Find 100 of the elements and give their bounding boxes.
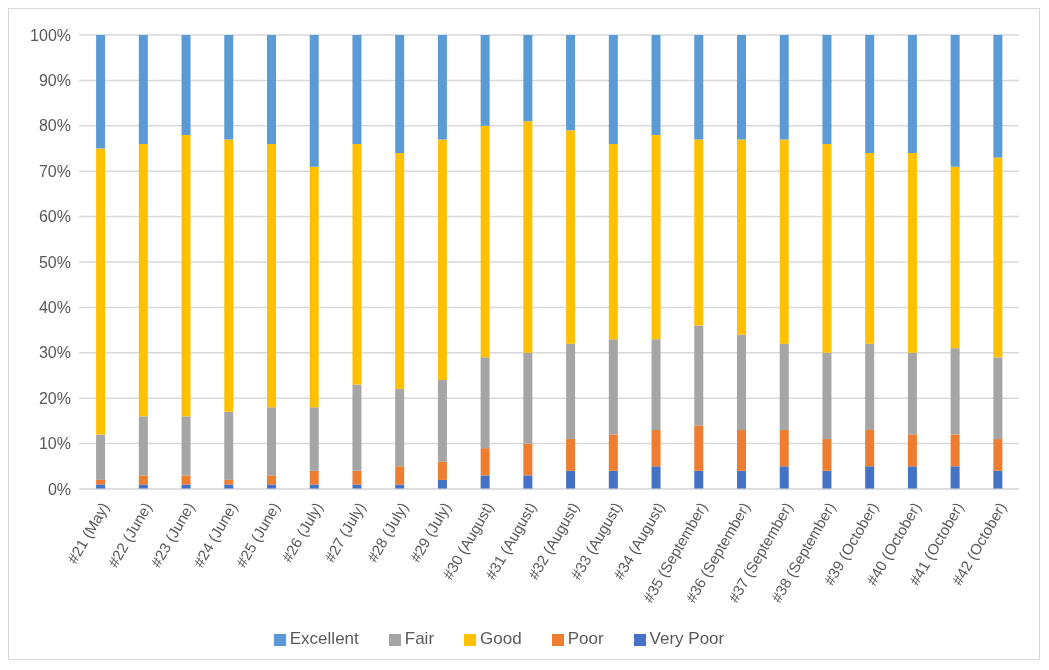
- bar: [865, 466, 875, 489]
- bar: [737, 35, 746, 140]
- bar: [779, 466, 789, 489]
- bar: [651, 35, 661, 135]
- bar: [865, 35, 875, 154]
- legend-label: Good: [480, 629, 522, 648]
- bar: [694, 139, 704, 326]
- bar: [267, 35, 276, 144]
- bar: [822, 352, 832, 440]
- bar: [993, 439, 1003, 471]
- bar: [395, 35, 405, 154]
- bar: [395, 389, 405, 467]
- bar: [651, 466, 661, 489]
- bar: [651, 429, 661, 467]
- bar: [651, 134, 661, 340]
- bar: [694, 35, 704, 140]
- y-tick-label: 90%: [38, 72, 71, 90]
- legend-label: Very Poor: [649, 629, 725, 648]
- bar: [608, 143, 618, 340]
- bar: [950, 35, 960, 167]
- bar: [993, 357, 1003, 440]
- bar: [694, 470, 704, 489]
- bar: [224, 411, 234, 480]
- bar: [437, 139, 447, 381]
- y-tick-label: 50%: [38, 253, 71, 271]
- bar: [523, 352, 533, 444]
- legend-label: Excellent: [289, 629, 359, 648]
- bar: [352, 470, 362, 485]
- bar: [822, 470, 832, 489]
- bar: [480, 125, 490, 358]
- bar: [737, 139, 746, 335]
- bar: [779, 139, 789, 344]
- bar: [737, 470, 746, 489]
- bar: [138, 143, 148, 417]
- bar: [437, 35, 447, 140]
- legend-label: Poor: [567, 629, 604, 648]
- bar: [352, 143, 362, 385]
- bar: [993, 157, 1003, 358]
- bar: [96, 148, 106, 435]
- bar: [993, 35, 1003, 158]
- bar: [566, 439, 576, 471]
- y-tick-label: 10%: [38, 435, 71, 453]
- legend-label: Fair: [404, 629, 435, 648]
- bar: [993, 470, 1003, 489]
- bar: [865, 343, 875, 430]
- bar: [608, 434, 618, 471]
- bar: [480, 35, 490, 126]
- bar: [437, 380, 447, 462]
- y-tick-label: 60%: [38, 208, 71, 226]
- bar: [608, 35, 618, 144]
- bar: [480, 448, 490, 476]
- y-tick-label: 80%: [38, 117, 71, 135]
- bar: [309, 166, 319, 408]
- bar: [608, 470, 618, 489]
- bar: [309, 407, 319, 471]
- bar: [907, 35, 917, 154]
- bar: [267, 143, 276, 408]
- y-tick-label: 40%: [38, 299, 71, 317]
- bar: [181, 416, 191, 476]
- bar: [566, 470, 576, 489]
- bar: [181, 475, 191, 485]
- bar: [907, 153, 917, 353]
- bar: [865, 153, 875, 344]
- bar: [737, 334, 746, 430]
- bar: [309, 470, 319, 485]
- bar: [566, 130, 576, 344]
- y-tick-label: 20%: [38, 389, 71, 407]
- bar: [694, 325, 704, 426]
- bar: [96, 434, 106, 480]
- bar: [480, 475, 490, 489]
- bar: [437, 461, 447, 480]
- bar: [96, 35, 106, 149]
- bar: [907, 434, 917, 467]
- bar: [395, 466, 405, 485]
- y-tick-label: 30%: [38, 344, 71, 362]
- bar: [181, 35, 191, 135]
- bar: [822, 439, 832, 471]
- bar: [523, 121, 533, 353]
- bar: [779, 429, 789, 467]
- bar: [950, 434, 960, 467]
- bar: [523, 35, 533, 122]
- bar: [779, 343, 789, 430]
- bar: [737, 429, 746, 471]
- bar: [950, 466, 960, 489]
- bar: [138, 35, 148, 144]
- bar: [181, 134, 191, 417]
- bar: [523, 475, 533, 489]
- y-tick-label: 0%: [47, 480, 71, 498]
- bar: [907, 466, 917, 489]
- bar: [694, 425, 704, 471]
- bar: [651, 339, 661, 430]
- bar: [822, 143, 832, 353]
- bar: [566, 35, 576, 131]
- bar: [480, 357, 490, 449]
- y-tick-label: 100%: [30, 26, 71, 44]
- bar: [352, 384, 362, 471]
- bar: [224, 139, 234, 412]
- bar: [267, 475, 276, 485]
- bar: [224, 35, 234, 140]
- y-tick-label: 70%: [38, 162, 71, 180]
